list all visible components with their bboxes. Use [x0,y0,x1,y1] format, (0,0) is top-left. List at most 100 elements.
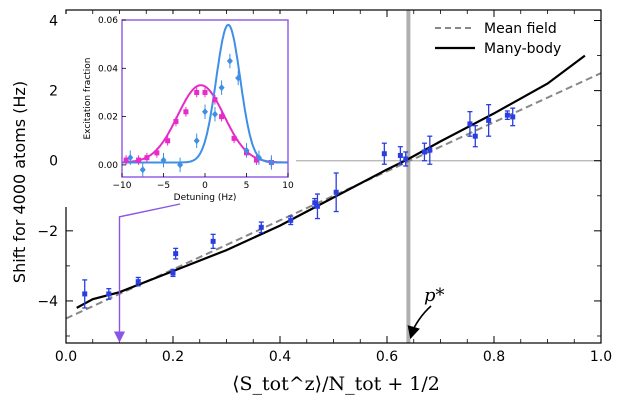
inset-marker-diamond [160,156,167,164]
series-line-mean-field [65,72,602,320]
inset-marker-diamond [139,166,146,174]
inset-marker-square [173,118,179,124]
data-marker [314,203,320,209]
inset-data-point [235,70,242,86]
data-point [288,215,294,226]
data-marker [403,156,409,162]
inset-marker-diamond [218,84,225,92]
data-point [333,172,339,213]
inset-data-point [253,155,259,165]
data-point [504,110,510,121]
inset-data-point [218,80,225,95]
inset-data-point [127,150,134,165]
inset-marker-square [165,138,171,144]
data-point [467,111,473,137]
inset-y-tick-label: 0.04 [98,64,118,74]
data-marker [467,121,473,127]
inset-connector-arrow [113,203,181,343]
inset-data-point [139,162,146,177]
main-plot-data-points [82,103,516,309]
inset-plot: −10 −5 0 5 10 0.00 0.02 0.04 0.06 Detuning (Hz) Ex… [64,14,296,207]
data-marker [173,251,179,257]
inset-data-point [160,152,167,168]
data-point [314,193,320,220]
data-point [82,279,88,309]
inset-data-point [136,155,142,165]
inset-marker-diamond [255,154,262,162]
y-tick-label: −4 [37,294,58,310]
data-point [173,247,179,260]
inset-marker-diamond [243,146,250,154]
inset-y-tick-label: 0.00 [98,161,118,171]
data-point [170,268,176,278]
inset-data-point [123,155,129,165]
data-point [510,107,516,127]
inset-marker-square [202,89,208,95]
inset-marker-diamond [202,108,208,116]
inset-marker-square [123,157,129,163]
annotation-p-star: p* [424,285,445,306]
inset-marker-diamond [193,137,200,145]
inset-data-point [231,133,237,144]
data-point [381,142,387,165]
inset-data-point [255,150,262,165]
inset-data-point [165,135,171,146]
data-point [312,197,318,208]
x-tick-label: 0.4 [269,349,291,365]
data-point [421,142,427,162]
inset-data-point [202,104,208,120]
inset-x-tick-label: 10 [282,181,294,191]
y-tick-label: 2 [49,84,58,100]
inset-marker-square [253,157,259,163]
main-plot-axes: 0.0 0.2 0.4 0.6 0.8 1.0 −4 −2 0 2 4 [37,9,612,365]
inset-data-point [183,106,189,117]
x-axis-title: ⟨S_tot^z⟩/N_tot + 1/2 [232,373,440,395]
inset-data-point [202,87,208,98]
data-marker [472,133,478,139]
inset-marker-diamond [226,57,233,65]
inset-marker-square [183,109,189,115]
inset-data-point [219,111,225,122]
y-tick-label: −2 [37,224,58,240]
inset-data-point [212,94,218,105]
data-point [210,233,216,250]
data-marker [486,117,492,123]
x-tick-label: 0.6 [376,349,398,365]
inset-y-tick-label: 0.06 [98,16,118,26]
x-tick-label: 0.2 [162,349,184,365]
inset-data-point [211,106,218,122]
data-point [135,276,141,287]
data-marker [312,200,318,206]
data-point [397,146,403,165]
data-marker [288,217,294,223]
x-tick-label: 1.0 [590,349,612,365]
data-marker [381,151,387,157]
inset-marker-square [194,89,200,95]
inset-marker-square [144,155,150,161]
data-point [403,151,409,167]
x-tick-label: 0.0 [55,349,77,365]
data-marker [258,224,264,230]
inset-x-tick-label: −5 [157,181,170,191]
x-tick-label: 0.8 [483,349,505,365]
annotation-arrow [407,305,432,340]
data-marker [421,149,427,155]
inset-y-tick-label: 0.02 [98,113,118,123]
inset-marker-diamond [127,154,134,162]
data-point [427,135,433,165]
inset-x-tick-label: 0 [202,181,208,191]
legend-label-mean-field: Mean field [484,21,557,37]
data-point [472,125,478,148]
inset-data-point [243,143,250,158]
data-marker [82,291,88,297]
data-point [106,288,112,300]
data-marker [427,147,433,153]
inset-x-tick-label: −10 [113,181,132,191]
data-marker [210,238,216,244]
data-marker [504,112,510,118]
inset-marker-square [212,97,218,103]
inset-data-point [194,87,200,98]
inset-marker-square [231,135,237,141]
inset-y-axis-title: Excitation fraction [83,57,93,139]
